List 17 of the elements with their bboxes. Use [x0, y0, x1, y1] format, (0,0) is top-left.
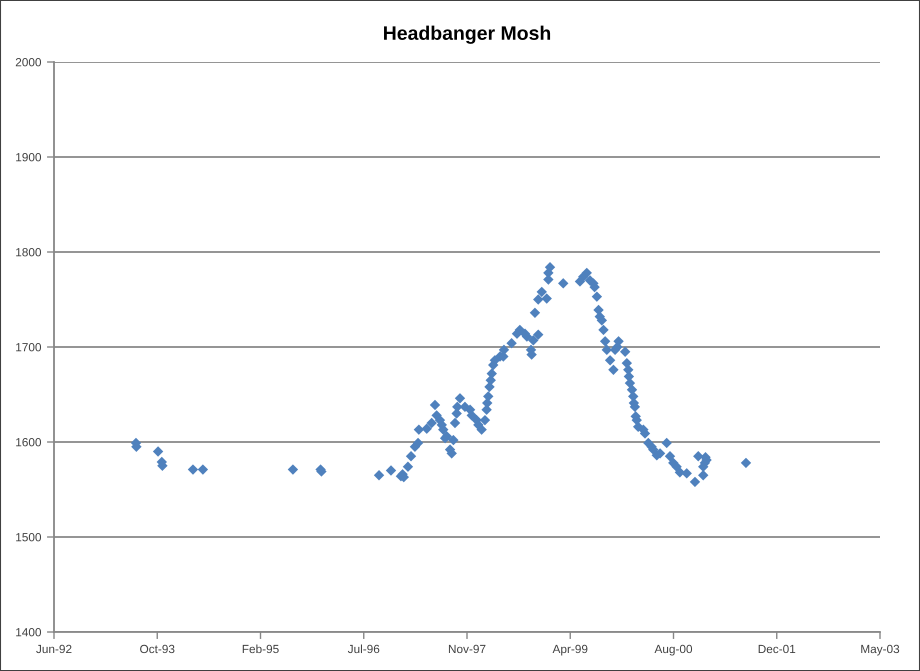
- x-tick-label: Oct-93: [140, 644, 174, 654]
- x-tick-label: Apr-99: [552, 644, 588, 656]
- y-tick-label: 1400: [16, 628, 42, 636]
- x-tick-label: Jun-92: [36, 644, 72, 654]
- x-tick-label: Jul-96: [348, 644, 380, 654]
- x-tick-label: May-03: [861, 644, 900, 656]
- y-tick-label: 1900: [16, 153, 42, 162]
- x-tick-label: Feb-95: [242, 644, 279, 654]
- x-tick-label: Aug-00: [654, 644, 692, 656]
- y-tick-label: 1500: [16, 533, 42, 542]
- y-tick-label: 1700: [16, 343, 42, 352]
- x-tick-label: Dec-01: [758, 644, 796, 654]
- chart-title: Headbanger Mosh: [384, 26, 550, 44]
- y-tick-label: 1800: [16, 248, 42, 256]
- x-tick-label: Nov-97: [448, 644, 486, 654]
- y-tick-label: 2000: [16, 58, 42, 66]
- y-tick-label: 1600: [16, 438, 42, 446]
